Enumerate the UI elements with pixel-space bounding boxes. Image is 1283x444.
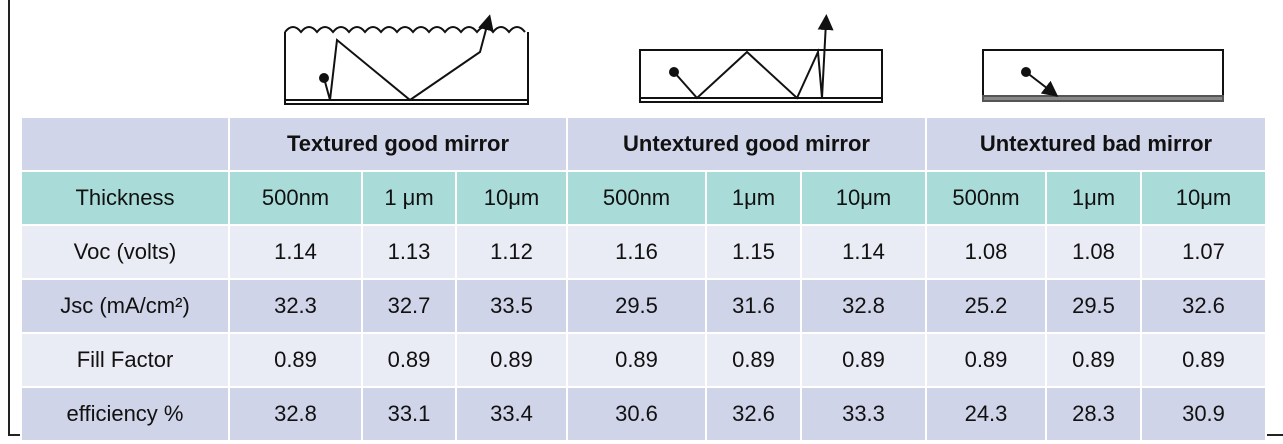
group-header: Textured good mirror [228,116,568,172]
cell: 500nm [566,170,707,226]
cell: 32.6 [1140,278,1267,334]
textured-diagram [284,14,529,105]
cell: 1.13 [361,224,457,280]
untextured-bad-diagram [982,49,1224,102]
cell: 0.89 [1045,332,1142,388]
row-label: efficiency % [20,386,230,442]
cell: 10μm [800,170,927,226]
cell: 0.89 [361,332,457,388]
table-row: Thickness 500nm 1 μm 10μm 500nm 1μm 10μm 500nm 1… [20,170,1267,226]
cell: 1μm [705,170,802,226]
group-header: Untextured good mirror [566,116,927,172]
cell: 500nm [925,170,1047,226]
corner-cell [20,116,230,172]
cell: 10μm [1140,170,1267,226]
row-label: Fill Factor [20,332,230,388]
cell: 1.07 [1140,224,1267,280]
cell: 1.12 [455,224,568,280]
cell: 1.16 [566,224,707,280]
cell: 0.89 [705,332,802,388]
row-label: Voc (volts) [20,224,230,280]
diagrams [284,14,1224,105]
cell: 32.8 [228,386,363,442]
cell: 1.08 [1045,224,1142,280]
cell: 30.6 [566,386,707,442]
results-table: Textured good mirror Untextured good mirr… [20,116,1267,442]
cell: 25.2 [925,278,1047,334]
cell: 32.8 [800,278,927,334]
cell: 29.5 [1045,278,1142,334]
cell: 0.89 [455,332,568,388]
cell: 33.1 [361,386,457,442]
cell: 0.89 [1140,332,1267,388]
cell: 1.14 [800,224,927,280]
row-label: Jsc (mA/cm²) [20,278,230,334]
group-header: Untextured bad mirror [925,116,1267,172]
header-row: Textured good mirror Untextured good mirr… [20,116,1267,172]
row-label: Thickness [20,170,230,226]
cell: 1.14 [228,224,363,280]
cell: 0.89 [800,332,927,388]
cell: 33.5 [455,278,568,334]
cell: 32.7 [361,278,457,334]
cell: 1.08 [925,224,1047,280]
cell: 500nm [228,170,363,226]
cell: 32.3 [228,278,363,334]
cell: 32.6 [705,386,802,442]
cell: 1.15 [705,224,802,280]
cell: 24.3 [925,386,1047,442]
cell: 30.9 [1140,386,1267,442]
cell: 0.89 [566,332,707,388]
table-row: efficiency % 32.8 33.1 33.4 30.6 32.6 33.3 24.3… [20,386,1267,442]
untextured-good-diagram [639,14,883,103]
cell: 33.3 [800,386,927,442]
cell: 1μm [1045,170,1142,226]
table-row: Voc (volts) 1.14 1.13 1.12 1.16 1.15 1.14 1.08 1… [20,224,1267,280]
cell: 31.6 [705,278,802,334]
cell: 0.89 [925,332,1047,388]
cell: 1 μm [361,170,457,226]
cell: 10μm [455,170,568,226]
cell: 0.89 [228,332,363,388]
cell: 28.3 [1045,386,1142,442]
cell: 33.4 [455,386,568,442]
table-row: Jsc (mA/cm²) 32.3 32.7 33.5 29.5 31.6 32.8 25.2… [20,278,1267,334]
cell: 29.5 [566,278,707,334]
table-row: Fill Factor 0.89 0.89 0.89 0.89 0.89 0.89 0.89 0… [20,332,1267,388]
